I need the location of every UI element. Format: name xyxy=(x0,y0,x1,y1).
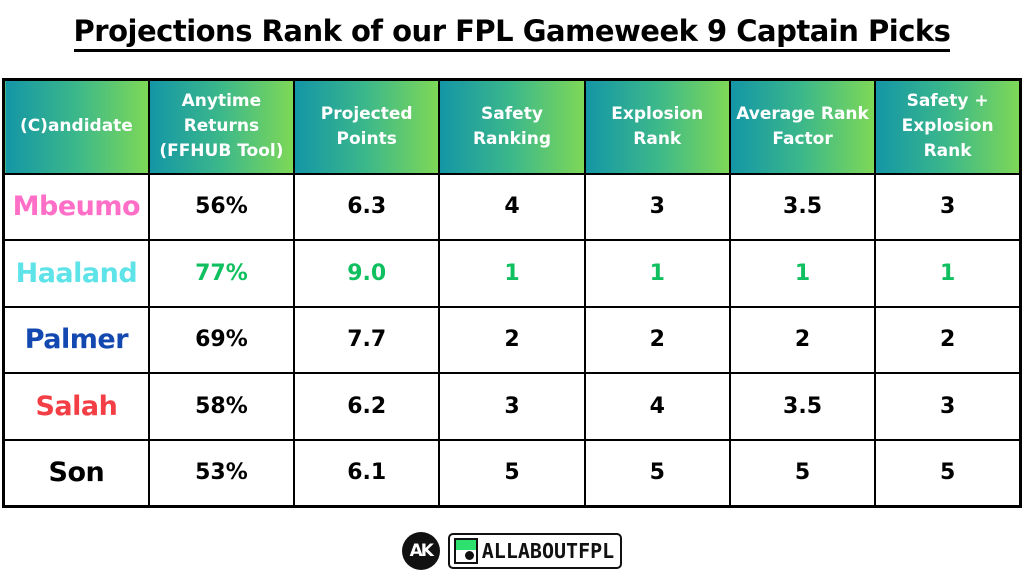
cell-explosion-rank: 4 xyxy=(583,372,731,441)
ak-logo-text: AK xyxy=(409,541,434,561)
table-row: Palmer 69% 7.7 2 2 2 2 xyxy=(2,305,1022,374)
cell-candidate: Haaland xyxy=(2,239,150,308)
cell-safety-ranking: 4 xyxy=(438,172,586,241)
column-header-average-rank-factor: Average Rank Factor xyxy=(728,78,877,175)
cell-projected-points: 9.0 xyxy=(293,239,441,308)
cell-candidate: Palmer xyxy=(2,305,150,374)
cell-projected-points: 6.3 xyxy=(293,172,441,241)
allaboutfpl-logo: ALLABOUTFPL xyxy=(447,533,623,569)
cell-explosion-rank: 3 xyxy=(583,172,731,241)
page-title-text: Projections Rank of our FPL Gameweek 9 C… xyxy=(73,14,951,52)
cell-average-rank-factor: 3.5 xyxy=(728,172,877,241)
cell-safety-ranking: 1 xyxy=(438,239,586,308)
cell-safety-explosion-rank: 3 xyxy=(874,372,1022,441)
cell-explosion-rank: 2 xyxy=(583,305,731,374)
cell-candidate: Son xyxy=(2,438,150,507)
cell-average-rank-factor: 3.5 xyxy=(728,372,877,441)
cell-projected-points: 6.1 xyxy=(293,438,441,507)
cell-projected-points: 7.7 xyxy=(293,305,441,374)
cell-candidate: Mbeumo xyxy=(2,172,150,241)
cell-average-rank-factor: 2 xyxy=(728,305,877,374)
captain-ranking-table: (C)andidate Anytime Returns (FFHUB Tool)… xyxy=(2,78,1022,508)
table-row: Mbeumo 56% 6.3 4 3 3.5 3 xyxy=(2,172,1022,241)
cell-anytime-returns: 69% xyxy=(147,305,296,374)
cell-anytime-returns: 56% xyxy=(147,172,296,241)
cell-safety-explosion-rank: 3 xyxy=(874,172,1022,241)
cell-safety-explosion-rank: 1 xyxy=(874,239,1022,308)
cell-safety-ranking: 2 xyxy=(438,305,586,374)
column-header-safety-explosion-rank: Safety + Explosion Rank xyxy=(874,78,1022,175)
cell-safety-ranking: 3 xyxy=(438,372,586,441)
cell-explosion-rank: 5 xyxy=(583,438,731,507)
table-row: Haaland 77% 9.0 1 1 1 1 xyxy=(2,239,1022,308)
cell-explosion-rank: 1 xyxy=(583,239,731,308)
cell-safety-ranking: 5 xyxy=(438,438,586,507)
table-row: Salah 58% 6.2 3 4 3.5 3 xyxy=(2,372,1022,441)
footer-branding: AK ALLABOUTFPL xyxy=(0,531,1024,571)
column-header-projected-points: Projected Points xyxy=(293,78,441,175)
cell-safety-explosion-rank: 5 xyxy=(874,438,1022,507)
brand-name: ALLABOUTFPL xyxy=(481,539,615,563)
ak-logo-icon: AK xyxy=(401,532,440,570)
column-header-anytime-returns: Anytime Returns (FFHUB Tool) xyxy=(147,78,296,175)
cell-anytime-returns: 53% xyxy=(147,438,296,507)
table-row: Son 53% 6.1 5 5 5 5 xyxy=(2,438,1022,507)
column-header-explosion-rank: Explosion Rank xyxy=(583,78,731,175)
column-header-safety-ranking: Safety Ranking xyxy=(438,78,586,175)
page-title: Projections Rank of our FPL Gameweek 9 C… xyxy=(0,14,1024,52)
cell-average-rank-factor: 5 xyxy=(728,438,877,507)
cell-safety-explosion-rank: 2 xyxy=(874,305,1022,374)
cell-anytime-returns: 58% xyxy=(147,372,296,441)
cell-projected-points: 6.2 xyxy=(293,372,441,441)
cell-anytime-returns: 77% xyxy=(147,239,296,308)
table-header-row: (C)andidate Anytime Returns (FFHUB Tool)… xyxy=(2,78,1022,175)
cell-candidate: Salah xyxy=(2,372,150,441)
column-header-candidate: (C)andidate xyxy=(2,78,150,175)
cell-average-rank-factor: 1 xyxy=(728,239,877,308)
football-boot-icon xyxy=(453,538,478,564)
